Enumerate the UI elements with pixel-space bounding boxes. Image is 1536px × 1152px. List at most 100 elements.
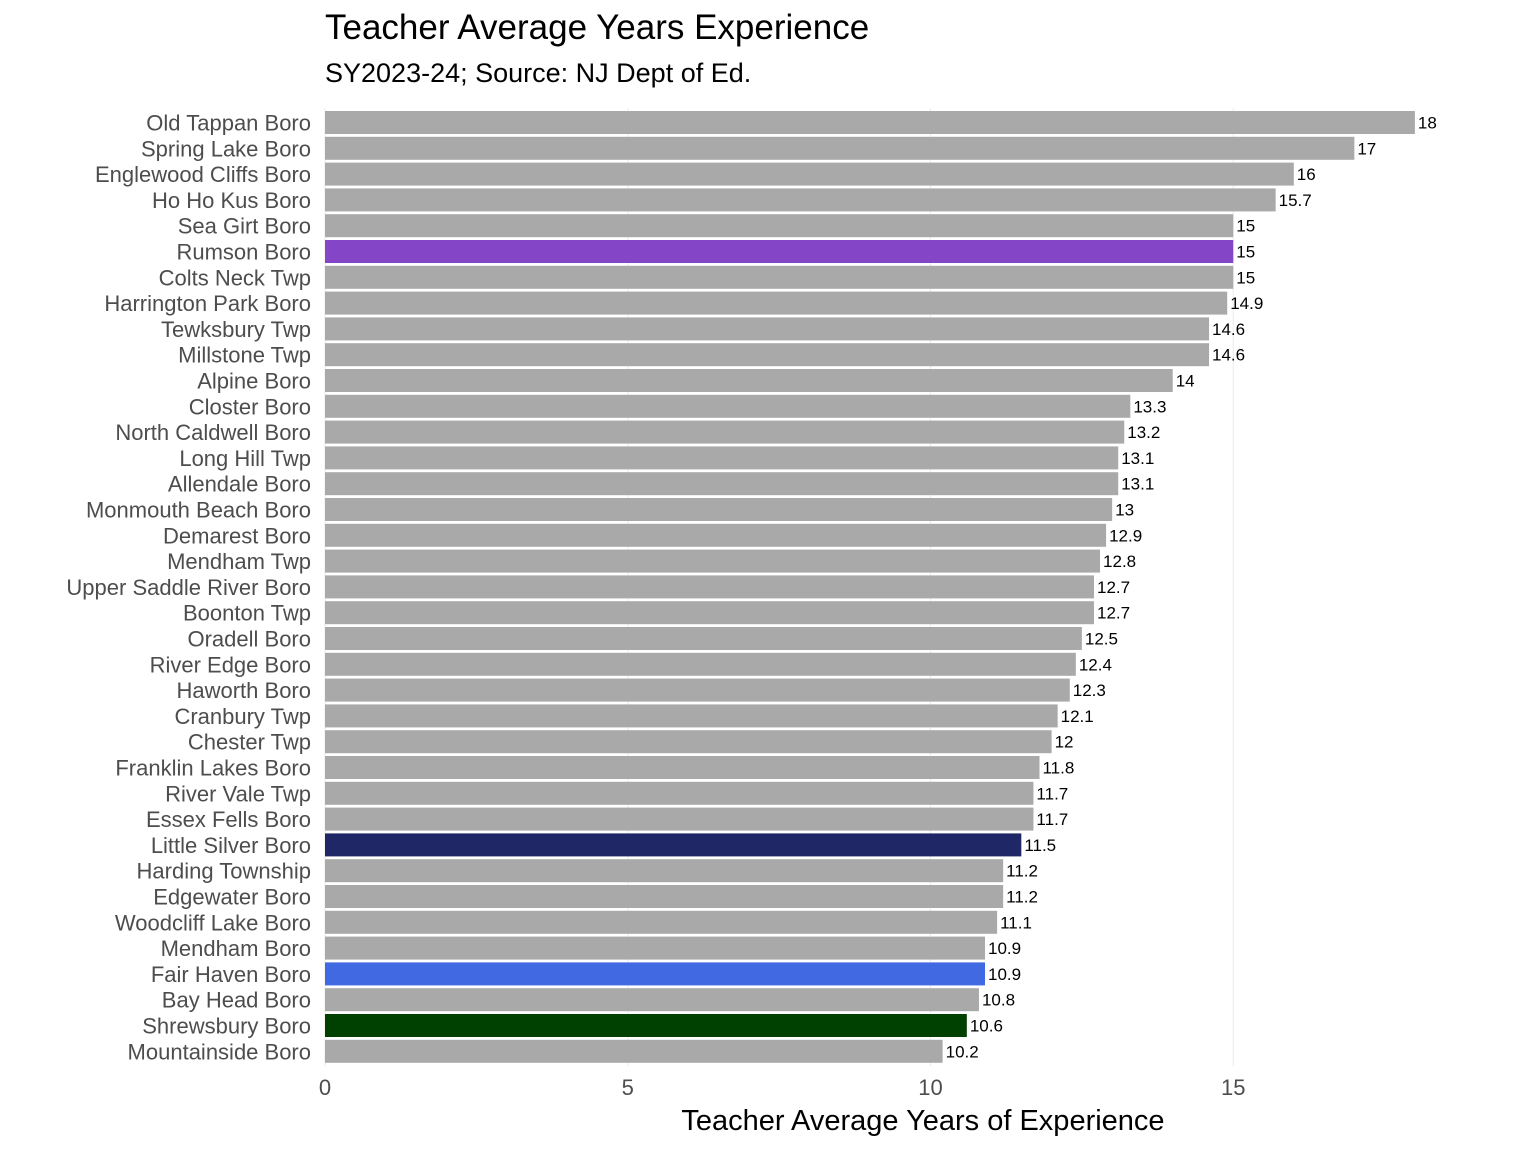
value-label: 12.9: [1109, 526, 1142, 545]
bar: [325, 317, 1210, 341]
value-label: 17: [1357, 139, 1376, 158]
category-label: Englewood Cliffs Boro: [95, 162, 311, 187]
value-label: 11.2: [1006, 888, 1038, 907]
bar: [325, 472, 1119, 496]
bar: [325, 859, 1004, 883]
bar: [325, 369, 1173, 392]
value-label: 15: [1236, 268, 1255, 287]
bar: [325, 756, 1040, 779]
bar: [325, 446, 1119, 470]
value-label: 11.8: [1042, 759, 1074, 778]
category-label: River Edge Boro: [150, 652, 311, 677]
value-label: 13.2: [1127, 423, 1160, 442]
value-label: 15.7: [1279, 191, 1312, 210]
bar: [325, 420, 1125, 444]
x-axis-ticks: 0 5 10 15: [319, 1075, 1246, 1100]
category-label: North Caldwell Boro: [115, 420, 311, 445]
value-label: 10.8: [982, 991, 1015, 1010]
value-label: 10.2: [946, 1042, 979, 1061]
value-label: 11.1: [1000, 913, 1032, 932]
x-axis-title: Teacher Average Years of Experience: [681, 1105, 1164, 1137]
category-label: Harrington Park Boro: [104, 291, 311, 316]
value-label: 15: [1236, 217, 1255, 236]
bar: [325, 394, 1131, 418]
bar: [325, 988, 979, 1012]
category-label: Fair Haven Boro: [151, 962, 311, 987]
category-label: Spring Lake Boro: [141, 136, 311, 161]
chart-subtitle: SY2023-24; Source: NJ Dept of Ed.: [325, 58, 752, 88]
bar: [325, 111, 1415, 134]
category-label: Franklin Lakes Boro: [115, 756, 311, 781]
bar: [325, 240, 1234, 263]
value-label: 11.5: [1024, 836, 1056, 855]
category-label: Mountainside Boro: [128, 1039, 311, 1064]
x-tick-label: 5: [622, 1075, 634, 1100]
value-label: 12.7: [1097, 578, 1130, 597]
value-label: 15: [1236, 243, 1255, 262]
category-label: River Vale Twp: [165, 781, 311, 806]
value-label: 11.7: [1036, 784, 1068, 803]
bar: [325, 962, 985, 986]
category-label: Tewksbury Twp: [161, 317, 311, 342]
category-label: Mendham Twp: [167, 549, 311, 574]
value-label: 10.9: [988, 965, 1021, 984]
category-label: Closter Boro: [189, 394, 311, 419]
bar: [325, 781, 1034, 805]
category-label: Shrewsbury Boro: [142, 1014, 311, 1039]
value-label: 12: [1055, 733, 1074, 752]
bar: [325, 936, 985, 960]
value-label: 11.2: [1006, 862, 1038, 881]
category-label: Cranbury Twp: [174, 704, 311, 729]
bar: [325, 291, 1228, 315]
category-label: Boonton Twp: [183, 601, 311, 626]
value-label: 16: [1297, 165, 1316, 184]
bar: [325, 575, 1094, 599]
value-label: 11.7: [1036, 810, 1068, 829]
bar: [325, 498, 1113, 521]
category-label: Alpine Boro: [197, 369, 311, 394]
category-label: Edgewater Boro: [153, 885, 311, 910]
category-label: Demarest Boro: [163, 523, 311, 548]
bar: [325, 730, 1052, 754]
value-label: 10.6: [970, 1017, 1003, 1036]
category-label: Harding Township: [137, 859, 311, 884]
category-label: Monmouth Beach Boro: [86, 498, 311, 523]
bar: [325, 910, 998, 934]
value-label: 13.3: [1133, 397, 1166, 416]
value-label: 14.6: [1212, 320, 1245, 339]
x-tick-label: 0: [319, 1075, 331, 1100]
bar: [325, 1014, 967, 1037]
bar: [325, 265, 1234, 289]
bar: [325, 678, 1070, 702]
category-label: Old Tappan Boro: [146, 111, 311, 136]
value-label: 12.4: [1079, 655, 1112, 674]
category-label: Little Silver Boro: [151, 833, 311, 858]
value-label: 12.8: [1103, 552, 1136, 571]
category-label: Colts Neck Twp: [159, 265, 311, 290]
category-label: Essex Fells Boro: [146, 807, 311, 832]
category-label: Chester Twp: [188, 730, 311, 755]
category-label: Haworth Boro: [176, 678, 311, 703]
chart-title: Teacher Average Years Experience: [325, 8, 870, 47]
value-label: 12.5: [1085, 630, 1118, 649]
category-label: Rumson Boro: [176, 240, 311, 265]
category-label: Bay Head Boro: [162, 988, 311, 1013]
value-label: 18: [1418, 114, 1437, 133]
value-label: 10.9: [988, 939, 1021, 958]
category-label: Long Hill Twp: [179, 446, 311, 471]
bar: [325, 136, 1355, 160]
bar: [325, 343, 1210, 367]
value-label: 12.1: [1061, 707, 1094, 726]
category-label: Ho Ho Kus Boro: [152, 188, 311, 213]
bars: [325, 111, 1415, 1063]
bar: [325, 833, 1022, 857]
value-label: 13.1: [1121, 475, 1154, 494]
x-tick-label: 10: [918, 1075, 942, 1100]
bar: [325, 885, 1004, 908]
bar: [325, 214, 1234, 238]
bar: [325, 523, 1107, 547]
category-label: Millstone Twp: [178, 343, 311, 368]
value-label: 12.7: [1097, 604, 1130, 623]
